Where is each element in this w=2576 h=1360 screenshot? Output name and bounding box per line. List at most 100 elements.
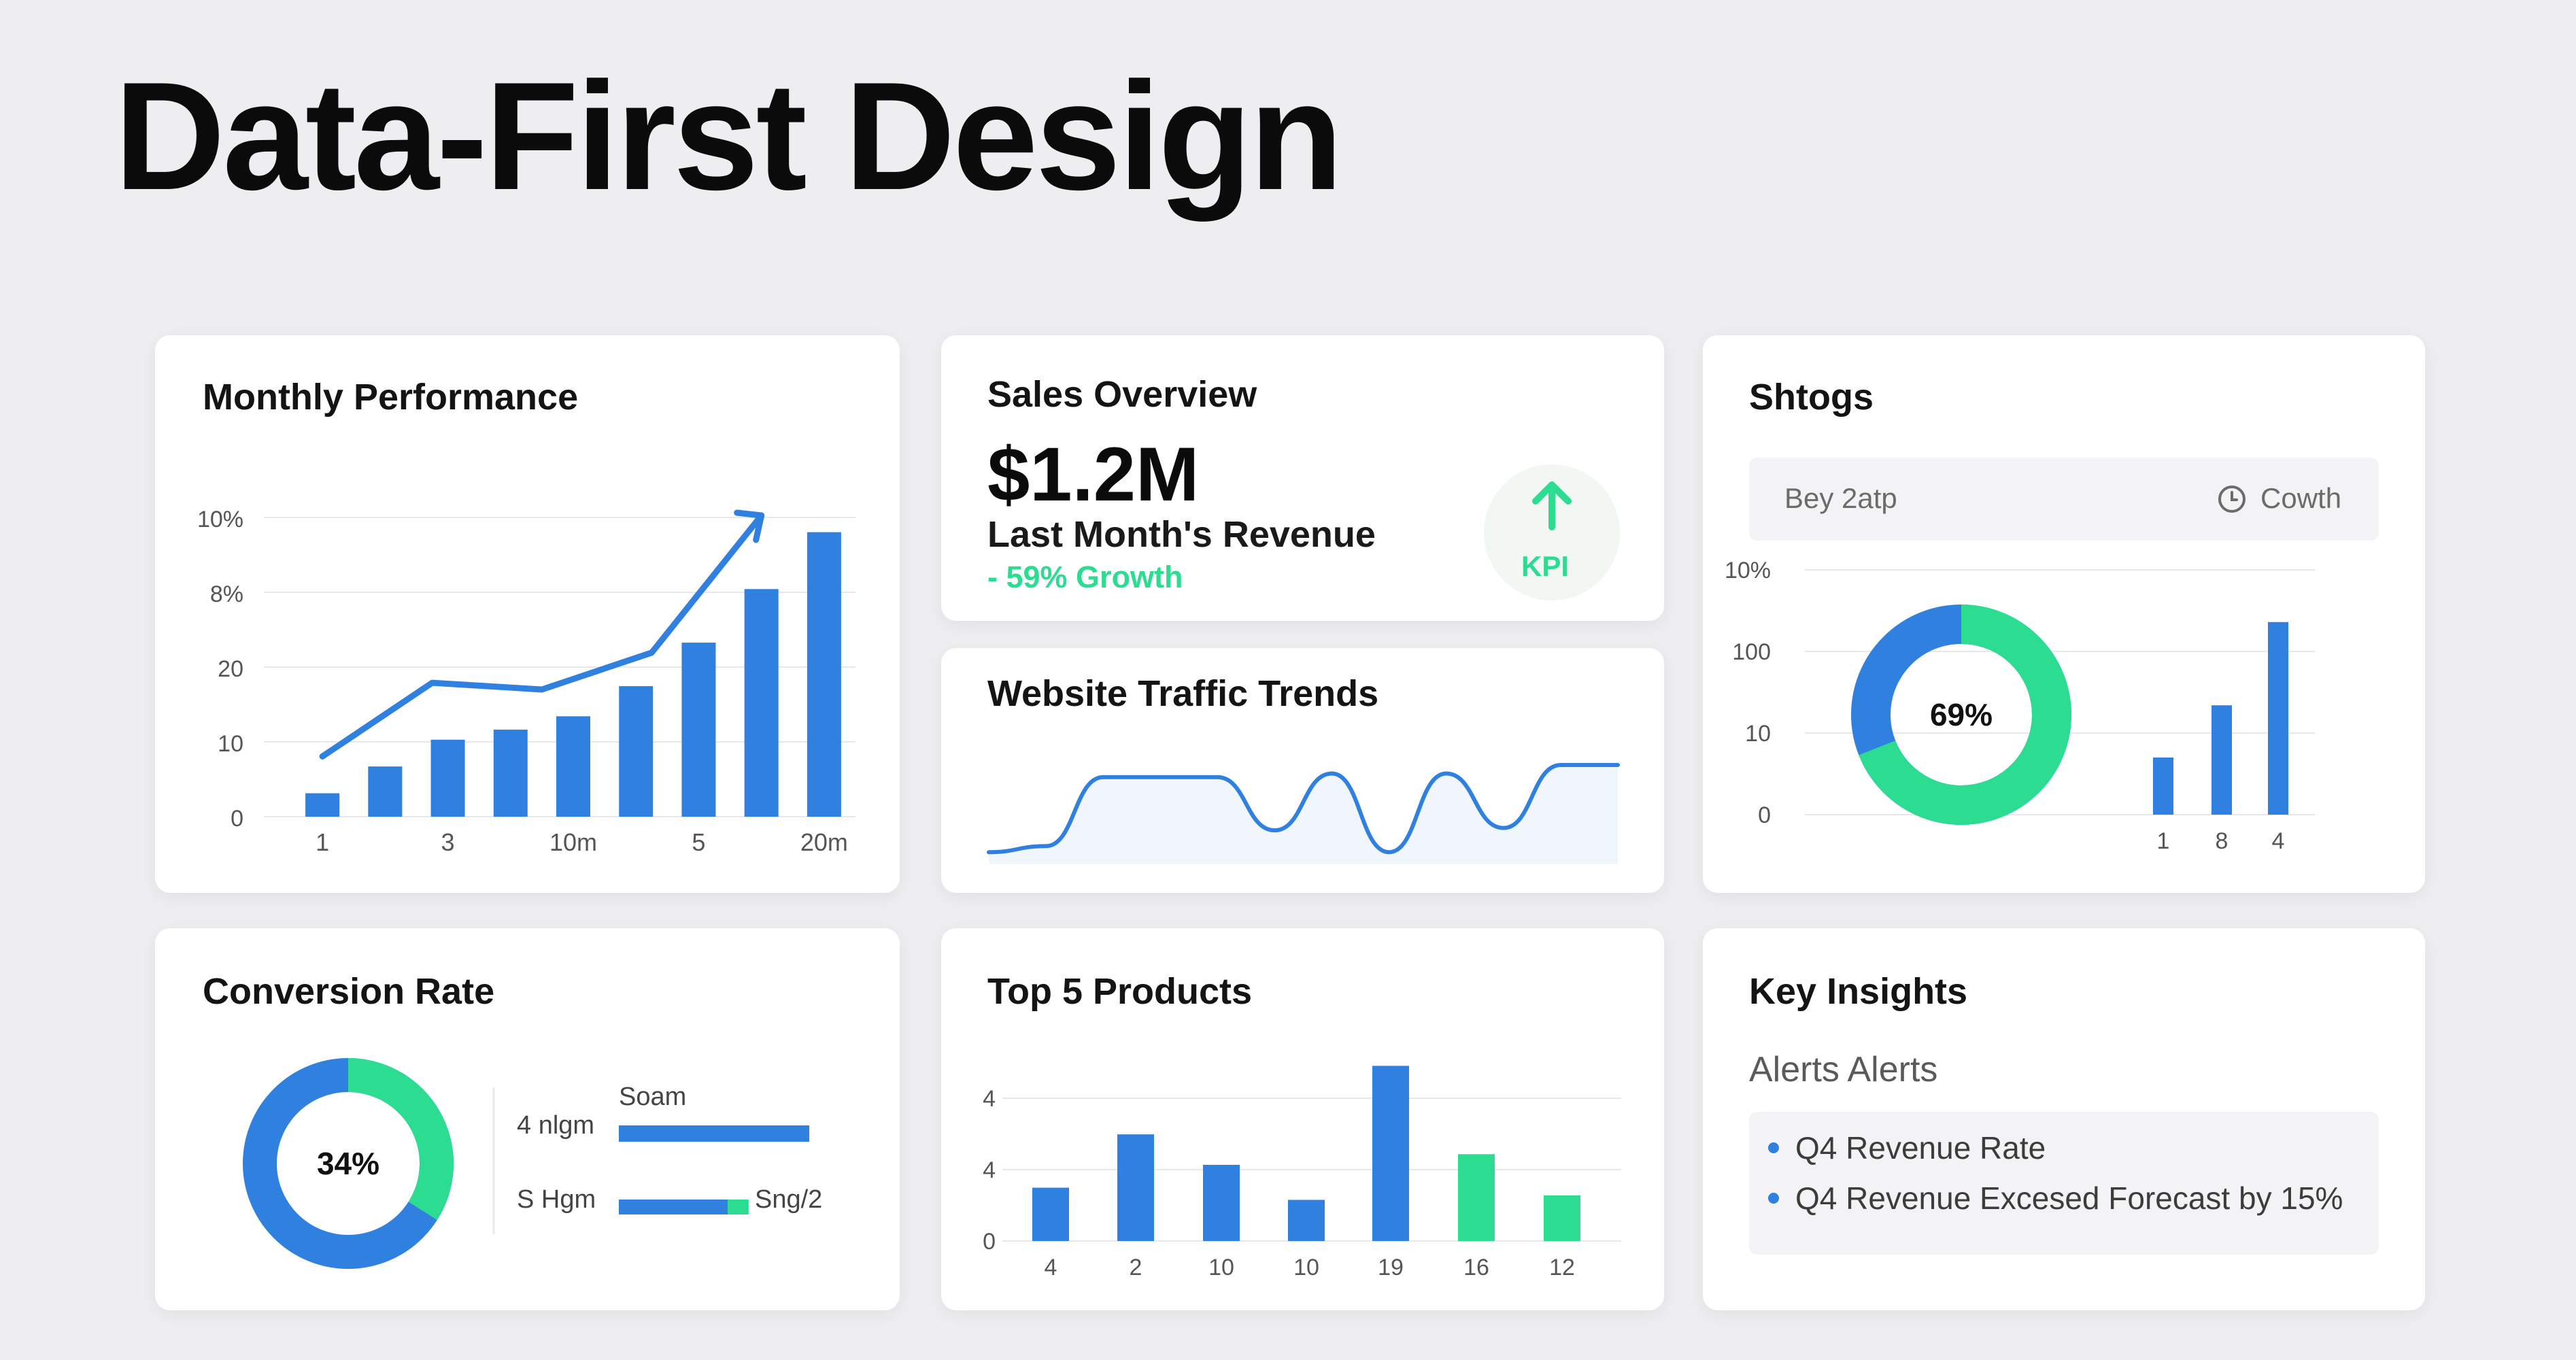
card-title: Top 5 Products xyxy=(987,971,1253,1012)
traffic-area xyxy=(989,765,1618,864)
x-tick-label: 19 xyxy=(1378,1255,1404,1280)
list-item: Q4 Revenue Rate xyxy=(1768,1123,2379,1173)
traffic-line xyxy=(987,763,1620,855)
card-title: Website Traffic Trends xyxy=(987,673,1379,714)
arrow-up-icon xyxy=(1532,481,1572,530)
x-tick-label: 2 xyxy=(1130,1255,1142,1280)
bar xyxy=(1458,1154,1495,1241)
progress-bar-segment xyxy=(728,1200,749,1214)
bar xyxy=(1288,1200,1325,1241)
shtogs-dropdown[interactable]: Bey 2atp Cowth xyxy=(1749,458,2379,541)
bar xyxy=(2211,705,2232,815)
bar xyxy=(2153,758,2173,815)
x-tick-label: 4 xyxy=(2272,828,2285,854)
insight-text: Q4 Revenue Excesed Forecast by 15% xyxy=(1795,1180,2343,1216)
dropdown-right-label: Cowth xyxy=(2260,482,2342,514)
monthly-performance-card: Monthly Performance 0 10 20 8% 10% 1 3 10m 5 20m xyxy=(155,335,900,893)
dropdown-label: Bey 2atp xyxy=(1784,482,1897,514)
insights-subtitle: Alerts Alerts xyxy=(1749,1050,1938,1089)
x-tick-label: 4 xyxy=(1045,1255,1057,1280)
bar xyxy=(430,739,465,817)
insight-text: Q4 Revenue Rate xyxy=(1795,1130,2046,1166)
key-insights-card: Key Insights Alerts Alerts Q4 Revenue Ra… xyxy=(1703,928,2425,1310)
insights-box: Q4 Revenue Rate Q4 Revenue Excesed Forec… xyxy=(1749,1112,2379,1255)
shtogs-chart: 0 10 100 10% 69% 1 8 4 xyxy=(1725,558,2315,854)
kpi-badge: KPI xyxy=(1484,464,1620,600)
bar xyxy=(1117,1134,1154,1241)
website-traffic-chart xyxy=(987,763,1620,864)
y-tick-label: 8% xyxy=(210,581,243,607)
bar xyxy=(1032,1187,1069,1241)
sales-overview-card: Sales Overview $1.2M Last Month's Revenu… xyxy=(941,335,1664,621)
card-title: Key Insights xyxy=(1749,971,1968,1012)
y-tick-label: 10 xyxy=(1745,721,1771,747)
card-title: Sales Overview xyxy=(987,374,1257,415)
clock-icon xyxy=(2218,486,2245,513)
bullet-icon xyxy=(1768,1142,1779,1153)
list-item: Q4 Revenue Excesed Forecast by 15% xyxy=(1768,1173,2379,1223)
x-tick-label: 1 xyxy=(316,828,329,856)
x-tick-label: 10m xyxy=(549,828,597,856)
bar xyxy=(807,532,841,817)
y-tick-label: 0 xyxy=(231,806,243,832)
insights-list: Q4 Revenue Rate Q4 Revenue Excesed Forec… xyxy=(1768,1123,2379,1223)
page-title: Data-First Design xyxy=(114,50,1343,222)
x-tick-label: 16 xyxy=(1463,1255,1489,1280)
card-title: Monthly Performance xyxy=(203,377,579,418)
bar xyxy=(556,716,590,817)
bar xyxy=(744,589,779,817)
top-products-chart: 0 4 4 4 2 10 10 19 16 12 xyxy=(983,1066,1621,1280)
conversion-donut-label: 34% xyxy=(317,1146,379,1181)
bar xyxy=(305,793,340,817)
conversion-chart: 34% Soam 4 nlgm S Hgm Sng/2 xyxy=(243,1058,822,1269)
y-tick-label: 0 xyxy=(983,1229,996,1255)
growth-label: - 59% Growth xyxy=(987,560,1183,594)
kpi-label: KPI xyxy=(1521,550,1569,582)
bar xyxy=(493,730,528,817)
sales-subtitle: Last Month's Revenue xyxy=(987,514,1376,555)
conversion-donut-segment xyxy=(243,1058,454,1269)
website-traffic-card: Website Traffic Trends xyxy=(941,648,1664,893)
bar xyxy=(681,643,716,817)
card-title: Conversion Rate xyxy=(203,971,495,1012)
x-tick-label: 1 xyxy=(2157,828,2170,854)
x-tick-label: 8 xyxy=(2216,828,2228,854)
legend-label: Soam xyxy=(619,1083,686,1111)
row-label: Sng/2 xyxy=(755,1185,822,1214)
bar xyxy=(1544,1195,1580,1241)
y-tick-label: 10 xyxy=(218,731,243,757)
conversion-rate-card: Conversion Rate 34% Soam 4 nlgm S Hgm Sng/2 xyxy=(155,928,900,1310)
y-tick-label: 100 xyxy=(1732,639,1771,665)
y-tick-label: 0 xyxy=(1758,802,1771,828)
shtogs-donut-label: 69% xyxy=(1930,697,1993,732)
x-tick-label: 10 xyxy=(1208,1255,1234,1280)
shtogs-donut-segment xyxy=(1851,605,2071,825)
monthly-performance-chart: 0 10 20 8% 10% 1 3 10m 5 20m xyxy=(197,507,855,856)
shtogs-card: Shtogs Bey 2atp Cowth 0 10 100 10% 69% 1 8 4 xyxy=(1703,335,2425,893)
x-tick-label: 20m xyxy=(800,828,848,856)
y-tick-label: 20 xyxy=(218,656,243,682)
bar xyxy=(2268,622,2288,815)
bar xyxy=(1372,1066,1409,1241)
y-tick-label: 4 xyxy=(983,1157,996,1183)
bullet-icon xyxy=(1768,1193,1779,1204)
trend-line xyxy=(319,512,765,760)
card-title: Shtogs xyxy=(1749,377,1874,418)
y-tick-label: 4 xyxy=(983,1086,996,1112)
bar xyxy=(1203,1165,1240,1241)
x-tick-label: 5 xyxy=(692,828,705,856)
sales-value: $1.2M xyxy=(987,432,1200,517)
top-products-card: Top 5 Products 0 4 4 4 2 10 10 19 16 12 xyxy=(941,928,1664,1310)
bar xyxy=(619,686,654,817)
x-tick-label: 10 xyxy=(1293,1255,1319,1280)
x-tick-label: 3 xyxy=(441,828,455,856)
bar xyxy=(368,766,403,817)
row-label: S Hgm xyxy=(517,1185,596,1214)
progress-bar xyxy=(619,1125,809,1142)
y-tick-label: 10% xyxy=(197,507,243,532)
x-tick-label: 12 xyxy=(1549,1255,1575,1280)
row-label: 4 nlgm xyxy=(517,1111,594,1140)
arrow-up-right-icon xyxy=(734,509,765,543)
progress-bar xyxy=(619,1200,733,1214)
y-tick-label: 10% xyxy=(1725,558,1771,583)
